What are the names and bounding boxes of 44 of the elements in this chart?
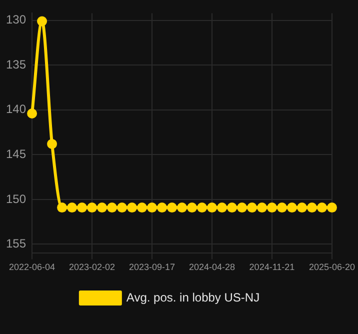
point (296, 202, 307, 213)
point (77, 202, 88, 213)
y-tick-label: 140 (6, 102, 26, 116)
point (266, 202, 277, 213)
point (207, 202, 217, 213)
y-tick-label: 135 (6, 57, 26, 72)
point (187, 202, 197, 213)
point (326, 202, 337, 213)
x-tick-label: 2025-06-20 (308, 262, 356, 272)
point (37, 16, 48, 26)
point (216, 202, 227, 213)
y-tick-label: 155 (6, 236, 26, 251)
point (117, 202, 128, 213)
point (127, 202, 138, 213)
point (107, 202, 118, 213)
y-tick-label: 150 (6, 192, 26, 206)
point (147, 202, 158, 213)
point (306, 202, 317, 213)
point (47, 138, 58, 149)
legend-label: Avg. pos. in lobby US-NJ (126, 290, 260, 304)
point (57, 202, 68, 213)
x-tick-label: 2023-09-17 (128, 262, 176, 272)
point (167, 202, 178, 213)
x-tick-label: 2022-06-04 (9, 262, 56, 272)
point (256, 202, 267, 213)
point (316, 202, 327, 213)
point (97, 202, 108, 213)
point (157, 202, 168, 213)
x-tick-label: 2024-11-21 (249, 262, 295, 272)
point (236, 202, 247, 213)
point (226, 202, 237, 213)
point (276, 202, 287, 213)
x-tick-label: 2024-04-28 (188, 262, 236, 272)
point (137, 202, 148, 213)
point (197, 202, 207, 213)
point (27, 108, 38, 118)
point (286, 202, 297, 213)
point (87, 202, 98, 213)
x-tick-label: 2023-02-02 (68, 262, 116, 272)
point (177, 202, 187, 213)
point (67, 202, 78, 213)
point (246, 202, 257, 213)
y-tick-label: 130 (6, 12, 26, 27)
y-tick-label: 145 (6, 147, 26, 162)
